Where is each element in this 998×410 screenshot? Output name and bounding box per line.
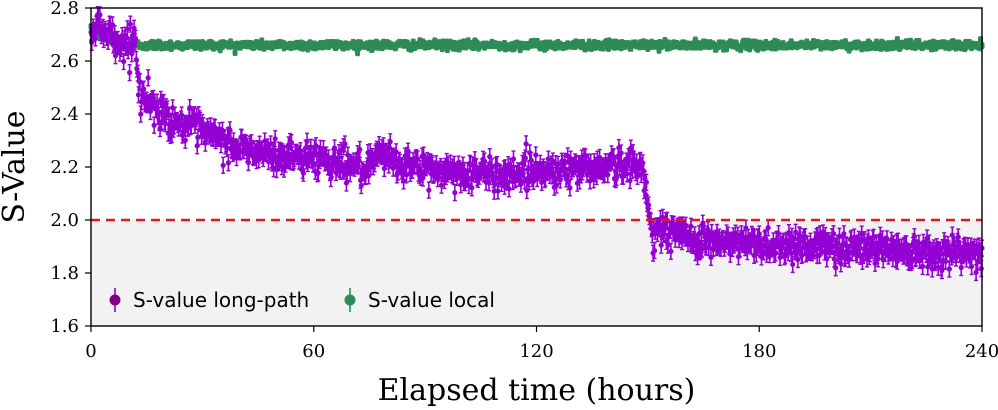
data-point bbox=[842, 39, 848, 45]
data-point bbox=[810, 38, 816, 44]
data-point bbox=[733, 40, 739, 46]
data-point bbox=[534, 38, 540, 44]
data-point bbox=[644, 40, 650, 46]
data-point bbox=[217, 47, 223, 53]
data-point bbox=[281, 45, 287, 51]
data-point bbox=[720, 40, 726, 46]
data-point bbox=[404, 40, 410, 46]
data-point bbox=[692, 37, 698, 43]
data-point bbox=[410, 39, 416, 45]
data-point bbox=[946, 45, 952, 51]
data-point bbox=[511, 45, 517, 51]
data-point bbox=[541, 43, 547, 49]
data-point bbox=[788, 39, 794, 45]
data-point bbox=[693, 44, 699, 50]
data-point bbox=[456, 46, 462, 52]
data-point bbox=[747, 46, 753, 52]
data-point bbox=[929, 46, 935, 52]
data-point bbox=[580, 39, 586, 45]
data-point bbox=[444, 47, 450, 53]
data-point bbox=[908, 38, 914, 44]
data-point bbox=[727, 39, 733, 45]
data-point bbox=[421, 40, 427, 46]
series-local bbox=[88, 23, 985, 57]
data-point bbox=[724, 46, 730, 52]
data-point bbox=[628, 45, 634, 51]
data-point bbox=[465, 38, 471, 44]
data-point bbox=[331, 39, 337, 45]
data-point bbox=[641, 44, 647, 50]
data-point bbox=[470, 45, 476, 51]
data-point bbox=[687, 41, 693, 47]
data-point bbox=[459, 44, 465, 50]
data-point bbox=[878, 45, 884, 51]
data-point bbox=[324, 40, 330, 46]
data-point bbox=[606, 46, 612, 52]
data-point bbox=[305, 46, 311, 52]
data-point bbox=[894, 37, 900, 43]
data-point bbox=[877, 42, 883, 48]
data-point bbox=[846, 47, 852, 53]
data-point bbox=[618, 45, 624, 51]
data-point bbox=[649, 39, 655, 45]
data-point bbox=[606, 38, 612, 44]
data-point bbox=[591, 39, 597, 45]
data-point bbox=[150, 45, 156, 51]
data-point bbox=[539, 41, 545, 47]
data-point bbox=[537, 45, 543, 51]
data-point bbox=[216, 44, 222, 50]
data-point bbox=[340, 45, 346, 51]
data-point bbox=[892, 40, 898, 46]
data-point bbox=[744, 45, 750, 51]
data-point bbox=[656, 47, 662, 53]
data-point bbox=[586, 39, 592, 45]
data-point bbox=[721, 46, 727, 52]
data-point bbox=[379, 45, 385, 51]
data-point bbox=[738, 47, 744, 53]
data-point bbox=[303, 42, 309, 48]
series-long-path bbox=[88, 6, 985, 282]
data-point bbox=[228, 39, 234, 45]
data-point bbox=[916, 38, 922, 44]
data-point bbox=[261, 45, 267, 51]
data-point bbox=[978, 37, 984, 43]
data-point bbox=[755, 46, 761, 52]
data-point bbox=[232, 50, 238, 56]
data-point bbox=[746, 39, 752, 45]
data-point bbox=[804, 39, 810, 45]
data-point bbox=[297, 44, 303, 50]
data-point bbox=[167, 40, 173, 46]
data-point bbox=[603, 43, 609, 49]
data-point bbox=[583, 46, 589, 52]
data-point bbox=[355, 50, 361, 56]
data-point bbox=[417, 38, 423, 44]
data-point bbox=[865, 45, 871, 51]
data-point bbox=[432, 38, 438, 44]
data-point bbox=[517, 47, 523, 53]
data-point bbox=[439, 46, 445, 52]
data-point bbox=[474, 40, 480, 46]
series-layer bbox=[88, 6, 985, 282]
data-point bbox=[662, 37, 668, 43]
data-point bbox=[863, 42, 869, 48]
data-point bbox=[259, 38, 265, 44]
data-point bbox=[950, 38, 956, 44]
data-point bbox=[772, 38, 778, 44]
data-point bbox=[333, 45, 339, 51]
data-point bbox=[198, 45, 204, 51]
data-point bbox=[476, 45, 482, 51]
data-point bbox=[890, 45, 896, 51]
